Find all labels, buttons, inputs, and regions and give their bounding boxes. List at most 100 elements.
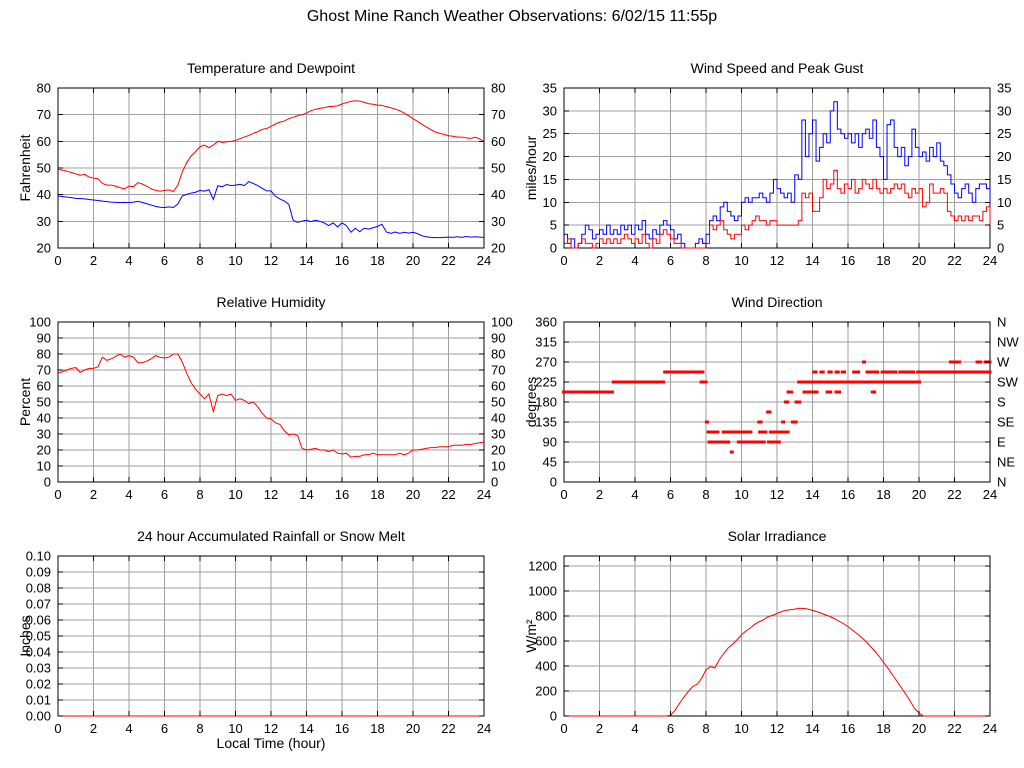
svg-text:0: 0	[560, 721, 567, 736]
x-axis-label: Local Time (hour)	[216, 735, 326, 751]
svg-text:30: 30	[491, 214, 505, 229]
svg-text:14: 14	[805, 253, 819, 268]
svg-text:200: 200	[535, 684, 557, 699]
svg-text:50: 50	[491, 161, 505, 176]
svg-text:4: 4	[125, 253, 132, 268]
svg-text:14: 14	[805, 721, 819, 736]
svg-text:0: 0	[550, 709, 557, 724]
svg-text:8: 8	[196, 721, 203, 736]
svg-text:80: 80	[37, 81, 51, 96]
svg-text:E: E	[997, 435, 1006, 450]
svg-text:5: 5	[550, 218, 557, 233]
svg-text:100: 100	[491, 315, 513, 330]
svg-text:N: N	[997, 475, 1006, 490]
chart-title: Solar Irradiance	[727, 528, 827, 544]
svg-text:30: 30	[37, 214, 51, 229]
svg-text:25: 25	[543, 126, 557, 141]
svg-text:80: 80	[37, 347, 51, 362]
svg-text:24: 24	[983, 253, 997, 268]
svg-text:6: 6	[667, 253, 674, 268]
svg-text:20: 20	[37, 443, 51, 458]
svg-text:8: 8	[702, 253, 709, 268]
svg-text:30: 30	[997, 103, 1011, 118]
svg-text:0: 0	[550, 241, 557, 256]
svg-text:270: 270	[535, 355, 557, 370]
y-axis-label: Fahrenheit	[17, 134, 33, 202]
svg-text:40: 40	[491, 187, 505, 202]
svg-text:8: 8	[702, 487, 709, 502]
chart-title: 24 hour Accumulated Rainfall or Snow Mel…	[137, 528, 405, 544]
svg-text:600: 600	[535, 634, 557, 649]
svg-text:0: 0	[44, 475, 51, 490]
svg-text:10: 10	[734, 721, 748, 736]
svg-text:70: 70	[37, 107, 51, 122]
svg-text:6: 6	[161, 487, 168, 502]
svg-text:NE: NE	[997, 455, 1015, 470]
svg-text:70: 70	[491, 363, 505, 378]
svg-text:12: 12	[264, 721, 278, 736]
svg-text:10: 10	[734, 487, 748, 502]
svg-text:5: 5	[997, 218, 1004, 233]
svg-text:0: 0	[550, 475, 557, 490]
svg-text:12: 12	[770, 487, 784, 502]
svg-text:10: 10	[228, 721, 242, 736]
svg-text:0.03: 0.03	[26, 661, 51, 676]
svg-text:50: 50	[491, 395, 505, 410]
svg-text:30: 30	[37, 427, 51, 442]
svg-text:20: 20	[406, 487, 420, 502]
svg-text:18: 18	[370, 487, 384, 502]
svg-text:6: 6	[161, 253, 168, 268]
svg-text:2: 2	[596, 487, 603, 502]
svg-text:10: 10	[543, 195, 557, 210]
svg-text:35: 35	[543, 81, 557, 96]
svg-text:20: 20	[37, 241, 51, 256]
svg-text:S: S	[997, 395, 1006, 410]
svg-text:12: 12	[770, 721, 784, 736]
svg-text:40: 40	[37, 187, 51, 202]
svg-text:2: 2	[90, 721, 97, 736]
svg-text:100: 100	[29, 315, 51, 330]
svg-text:0: 0	[54, 487, 61, 502]
svg-text:0: 0	[560, 487, 567, 502]
svg-text:8: 8	[702, 721, 709, 736]
svg-text:N: N	[997, 315, 1006, 330]
svg-text:22: 22	[947, 487, 961, 502]
svg-text:16: 16	[335, 721, 349, 736]
svg-text:40: 40	[37, 411, 51, 426]
svg-text:14: 14	[805, 487, 819, 502]
svg-text:2: 2	[90, 253, 97, 268]
svg-text:6: 6	[161, 721, 168, 736]
svg-text:0.07: 0.07	[26, 597, 51, 612]
svg-text:12: 12	[264, 253, 278, 268]
svg-text:60: 60	[491, 379, 505, 394]
svg-text:20: 20	[491, 241, 505, 256]
svg-text:20: 20	[912, 721, 926, 736]
svg-text:60: 60	[37, 134, 51, 149]
svg-text:16: 16	[335, 487, 349, 502]
svg-text:16: 16	[841, 253, 855, 268]
svg-text:24: 24	[477, 721, 491, 736]
chart-title: Wind Speed and Peak Gust	[690, 60, 864, 76]
svg-text:6: 6	[667, 721, 674, 736]
svg-text:10: 10	[997, 195, 1011, 210]
svg-text:0.01: 0.01	[26, 693, 51, 708]
svg-text:0: 0	[491, 475, 498, 490]
svg-text:2: 2	[596, 253, 603, 268]
svg-text:0.02: 0.02	[26, 677, 51, 692]
svg-text:20: 20	[406, 721, 420, 736]
svg-text:70: 70	[491, 107, 505, 122]
svg-text:4: 4	[631, 721, 638, 736]
chart-title: Wind Direction	[731, 294, 823, 310]
svg-text:4: 4	[125, 721, 132, 736]
svg-text:30: 30	[491, 427, 505, 442]
svg-text:16: 16	[841, 721, 855, 736]
svg-text:20: 20	[543, 149, 557, 164]
svg-text:20: 20	[912, 487, 926, 502]
svg-text:18: 18	[876, 721, 890, 736]
svg-text:20: 20	[912, 253, 926, 268]
svg-text:90: 90	[37, 331, 51, 346]
